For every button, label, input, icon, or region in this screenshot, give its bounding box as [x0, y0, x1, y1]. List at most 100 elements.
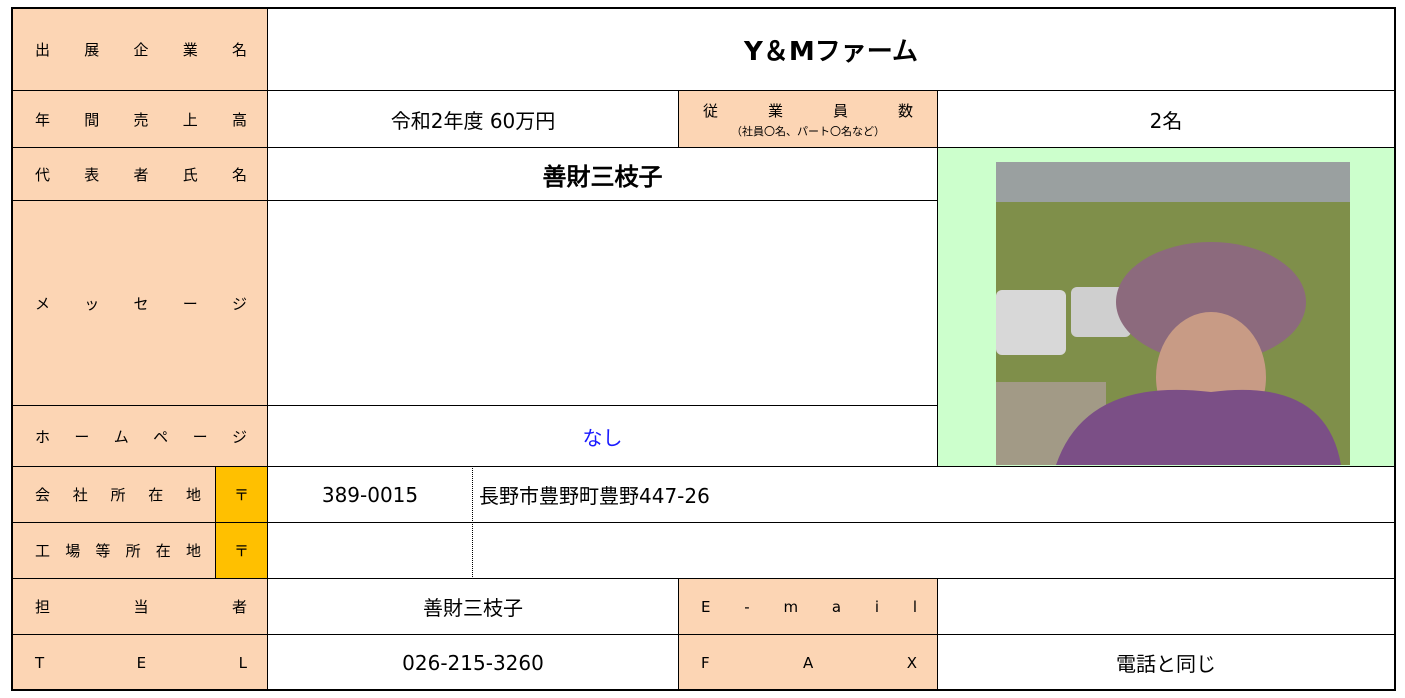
label-char: 数	[897, 101, 913, 120]
label-char: 者	[231, 598, 247, 616]
label-cell: 年間売上高	[12, 90, 268, 148]
label-cell: メッセージ	[12, 200, 268, 406]
label-char: F	[701, 653, 710, 672]
label-char: 場	[65, 542, 81, 560]
label-char: 表	[84, 165, 100, 184]
label-char: 間	[84, 110, 100, 129]
label-char: l	[912, 597, 917, 616]
label: 工場等所在地	[35, 540, 201, 561]
zip-mark: 〒	[215, 466, 268, 523]
label-char: 者	[133, 165, 149, 184]
label-char: E	[136, 653, 147, 672]
label-char: 員	[832, 101, 848, 120]
label-char: 企	[133, 41, 149, 59]
label-char: ム	[113, 427, 129, 446]
label-char: ジ	[231, 294, 247, 313]
label-char: 地	[185, 486, 201, 504]
label-char: 会	[35, 486, 51, 504]
label-char: 名	[231, 165, 247, 184]
label-char: ペ	[153, 427, 169, 446]
label-cell: 会社所在地	[12, 466, 216, 523]
contact-value: 善財三枝子	[267, 578, 679, 635]
email-value	[937, 578, 1395, 635]
label: 担当者	[35, 596, 247, 617]
address-value	[472, 522, 1395, 579]
label-char: A	[803, 653, 814, 672]
label-char: 業	[182, 41, 198, 59]
tel-value: 026-215-3260	[267, 634, 679, 691]
label-char: 売	[133, 110, 149, 129]
label-char: ッ	[84, 294, 100, 313]
label-char: 工	[35, 542, 51, 560]
photo	[996, 162, 1350, 465]
label-cell: 担当者	[12, 578, 268, 635]
label-char: ホ	[35, 427, 51, 446]
label-char: 業	[767, 101, 783, 120]
sales-value: 令和2年度 60万円	[267, 90, 679, 148]
label: 代表者氏名	[35, 164, 247, 185]
photo-cell	[937, 147, 1395, 467]
label: ホームページ	[35, 426, 247, 447]
label-char: 在	[155, 542, 171, 560]
employees-value: 2名	[937, 90, 1395, 148]
label-char: 地	[185, 542, 201, 560]
representative-value: 善財三枝子	[267, 147, 938, 201]
label-char: 代	[35, 165, 51, 184]
label-char: 年	[35, 110, 51, 129]
label-char: a	[831, 597, 842, 616]
label-cell: 出展企業名	[12, 8, 268, 91]
label-char: 担	[35, 598, 51, 616]
label-char: T	[35, 653, 45, 672]
zip-value	[267, 522, 473, 579]
label-char: -	[744, 597, 750, 616]
label-char: L	[238, 653, 247, 672]
zip-value: 389-0015	[267, 466, 473, 523]
label-char: 名	[231, 41, 247, 59]
company-name: Y＆Mファーム	[267, 8, 1395, 91]
label-note: （社員〇名、パート〇名など）	[731, 124, 885, 138]
label-cell: 従 業 員 数 （社員〇名、パート〇名など）	[678, 90, 938, 148]
address-value: 長野市豊野町豊野447-26	[472, 466, 1395, 523]
label: メッセージ	[35, 293, 247, 314]
zip-mark: 〒	[215, 522, 268, 579]
label-char: 所	[125, 542, 141, 560]
label-char: 在	[148, 486, 164, 504]
label-char: 高	[231, 110, 247, 129]
label-char: 当	[133, 598, 149, 616]
label: 年間売上高	[35, 109, 247, 130]
label-char: ジ	[231, 427, 247, 446]
label-char: セ	[133, 294, 149, 313]
label-char: ー	[74, 427, 90, 446]
label-char: 従	[703, 101, 719, 120]
label-cell: 工場等所在地	[12, 522, 216, 579]
label-char: 所	[110, 486, 126, 504]
label-char: 上	[182, 110, 198, 129]
label-cell: 代表者氏名	[12, 147, 268, 201]
label-char: i	[874, 597, 880, 616]
label: 出展企業名	[35, 39, 247, 60]
label-char: 出	[35, 41, 51, 59]
label-char: 展	[84, 41, 100, 59]
homepage-value: なし	[267, 405, 938, 467]
label: 従業員数	[699, 100, 917, 121]
label-char: ー	[192, 427, 208, 446]
fax-value: 電話と同じ	[937, 634, 1395, 691]
label: 会社所在地	[35, 484, 201, 505]
label-char: 等	[95, 542, 111, 560]
message-value	[267, 200, 938, 406]
label-char: E	[701, 597, 711, 616]
label-char: 社	[72, 486, 88, 504]
label-char: X	[906, 653, 917, 672]
label-char: メ	[35, 294, 51, 313]
label-char: m	[783, 597, 799, 616]
label-char: 氏	[182, 165, 198, 184]
label-char: ー	[182, 294, 198, 313]
label-cell: ホームページ	[12, 405, 268, 467]
